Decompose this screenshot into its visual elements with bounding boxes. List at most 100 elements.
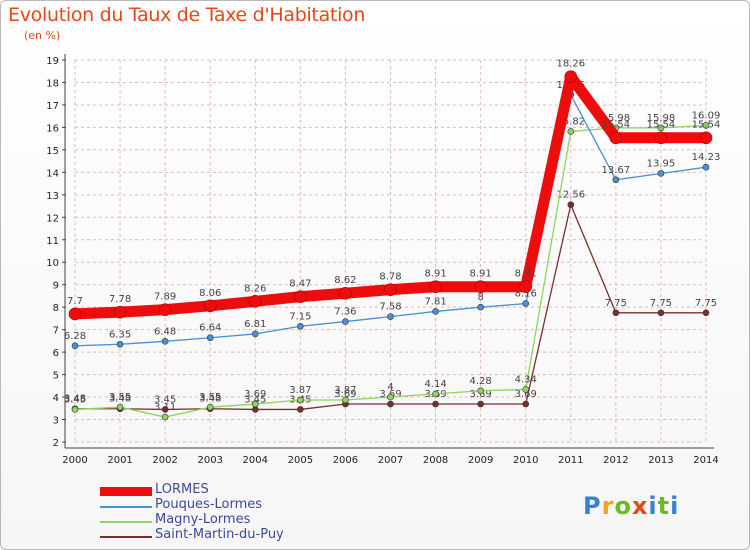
data-label-saint-martin-du-puy: 7.75 — [605, 298, 627, 309]
data-point-lormes — [384, 283, 397, 296]
data-point-magny-lormes — [206, 403, 214, 411]
data-label-magny-lormes: 3.55 — [109, 392, 131, 403]
data-label-pouques-lormes: 7.36 — [334, 307, 356, 318]
logo-letter: P — [583, 492, 602, 520]
logo-letter: o — [614, 492, 632, 520]
logo-letter: x — [631, 492, 649, 520]
legend-label-lormes: LORMES — [155, 482, 209, 497]
data-label-saint-martin-du-puy: 3.48 — [199, 394, 221, 405]
x-tick-label: 2010 — [513, 455, 538, 466]
data-point-magny-lormes — [251, 400, 259, 408]
data-point-lormes — [203, 299, 217, 313]
data-label-saint-martin-du-puy: 3.45 — [154, 394, 176, 405]
data-point-lormes — [654, 131, 668, 145]
logo-letter: i — [648, 492, 658, 520]
data-point-lormes — [113, 305, 127, 319]
y-tick-label: 18 — [46, 78, 59, 89]
data-point-pouques-lormes — [342, 318, 349, 325]
data-point-lormes — [248, 295, 262, 308]
data-label-magny-lormes: 3.11 — [154, 402, 176, 413]
data-label-saint-martin-du-puy: 3.45 — [244, 394, 266, 405]
x-tick-label: 2007 — [378, 455, 403, 466]
data-label-pouques-lormes: 13.95 — [647, 158, 676, 169]
data-label-saint-martin-du-puy: 7.75 — [650, 298, 672, 309]
logo-letter: r — [601, 492, 615, 520]
legend-swatch-magny-lormes — [100, 521, 152, 523]
data-point-pouques-lormes — [297, 322, 304, 330]
data-label-lormes: 8.26 — [244, 283, 266, 294]
y-tick-label: 9 — [53, 281, 59, 292]
data-point-pouques-lormes — [702, 163, 710, 171]
y-tick-label: 4 — [53, 393, 59, 404]
data-point-lormes — [68, 307, 82, 321]
chart-title: Evolution du Taux de Taxe d'Habitation — [8, 4, 366, 26]
x-tick-label: 2005 — [288, 455, 313, 466]
data-label-lormes: 7.7 — [67, 296, 83, 307]
data-point-pouques-lormes — [657, 170, 665, 177]
y-tick-label: 15 — [46, 146, 59, 157]
data-label-lormes: 8.62 — [334, 275, 356, 286]
legend-label-magny-lormes: Magny-Lormes — [155, 512, 251, 527]
x-tick-label: 2004 — [243, 455, 268, 466]
data-label-magny-lormes: 15.98 — [602, 113, 631, 124]
data-point-lormes — [699, 131, 713, 145]
data-label-pouques-lormes: 6.28 — [64, 331, 86, 342]
data-point-lormes — [158, 303, 172, 316]
data-point-saint-martin-du-puy — [161, 406, 169, 413]
data-label-pouques-lormes: 14.23 — [692, 152, 721, 163]
x-tick-label: 2000 — [62, 455, 87, 466]
data-point-magny-lormes — [71, 406, 79, 413]
data-label-saint-martin-du-puy: 3.69 — [470, 389, 492, 400]
data-point-lormes — [294, 290, 307, 303]
data-point-pouques-lormes — [387, 313, 394, 320]
legend-label-saint-martin-du-puy: Saint-Martin-du-Puy — [155, 527, 284, 542]
data-point-magny-lormes — [116, 403, 124, 411]
data-label-saint-martin-du-puy: 12.56 — [556, 190, 585, 201]
y-tick-label: 7 — [53, 326, 59, 337]
data-point-pouques-lormes — [116, 340, 124, 348]
data-point-magny-lormes — [567, 128, 575, 135]
data-label-saint-martin-du-puy: 3.48 — [64, 394, 86, 405]
data-point-saint-martin-du-puy — [657, 309, 665, 317]
data-label-lormes: 7.78 — [109, 294, 131, 305]
data-label-pouques-lormes: 6.81 — [244, 319, 266, 330]
logo-letter: i — [670, 492, 680, 520]
legend-swatch-saint-martin-du-puy — [100, 536, 152, 538]
data-point-magny-lormes — [161, 413, 169, 421]
data-point-lormes — [519, 280, 533, 294]
y-axis-unit-label: (en %) — [24, 29, 61, 42]
data-label-magny-lormes: 4.28 — [470, 376, 492, 387]
data-label-magny-lormes: 3.55 — [199, 392, 221, 403]
legend-swatch-lormes — [100, 487, 152, 496]
data-point-saint-martin-du-puy — [432, 400, 439, 408]
data-point-pouques-lormes — [161, 338, 169, 345]
data-label-lormes: 8.78 — [379, 272, 401, 283]
legend-swatch-pouques-lormes — [100, 506, 152, 508]
data-point-magny-lormes — [432, 390, 439, 398]
x-tick-label: 2002 — [152, 455, 177, 466]
data-label-magny-lormes: 4.34 — [515, 374, 537, 385]
data-point-pouques-lormes — [522, 300, 530, 307]
y-tick-label: 2 — [53, 438, 59, 449]
data-label-pouques-lormes: 7.15 — [289, 311, 311, 322]
y-tick-label: 16 — [46, 123, 59, 134]
data-point-pouques-lormes — [206, 334, 214, 342]
y-tick-label: 6 — [53, 348, 59, 359]
y-tick-label: 19 — [46, 56, 59, 67]
proxiti-logo: Proxiti — [583, 492, 679, 520]
data-label-magny-lormes: 4 — [387, 382, 393, 393]
data-label-lormes: 15.54 — [647, 120, 676, 131]
data-label-lormes: 7.89 — [154, 292, 176, 303]
data-label-magny-lormes: 15.82 — [556, 116, 585, 127]
data-label-pouques-lormes: 7.58 — [379, 302, 401, 313]
data-label-magny-lormes: 3.69 — [244, 389, 266, 400]
data-point-magny-lormes — [702, 122, 710, 129]
data-point-pouques-lormes — [71, 342, 79, 350]
data-point-magny-lormes — [297, 396, 304, 404]
y-tick-label: 14 — [46, 168, 59, 179]
data-point-saint-martin-du-puy — [297, 406, 304, 413]
data-point-saint-martin-du-puy — [612, 309, 620, 317]
x-tick-label: 2001 — [107, 455, 132, 466]
x-tick-label: 2011 — [558, 455, 583, 466]
data-point-magny-lormes — [477, 387, 484, 395]
